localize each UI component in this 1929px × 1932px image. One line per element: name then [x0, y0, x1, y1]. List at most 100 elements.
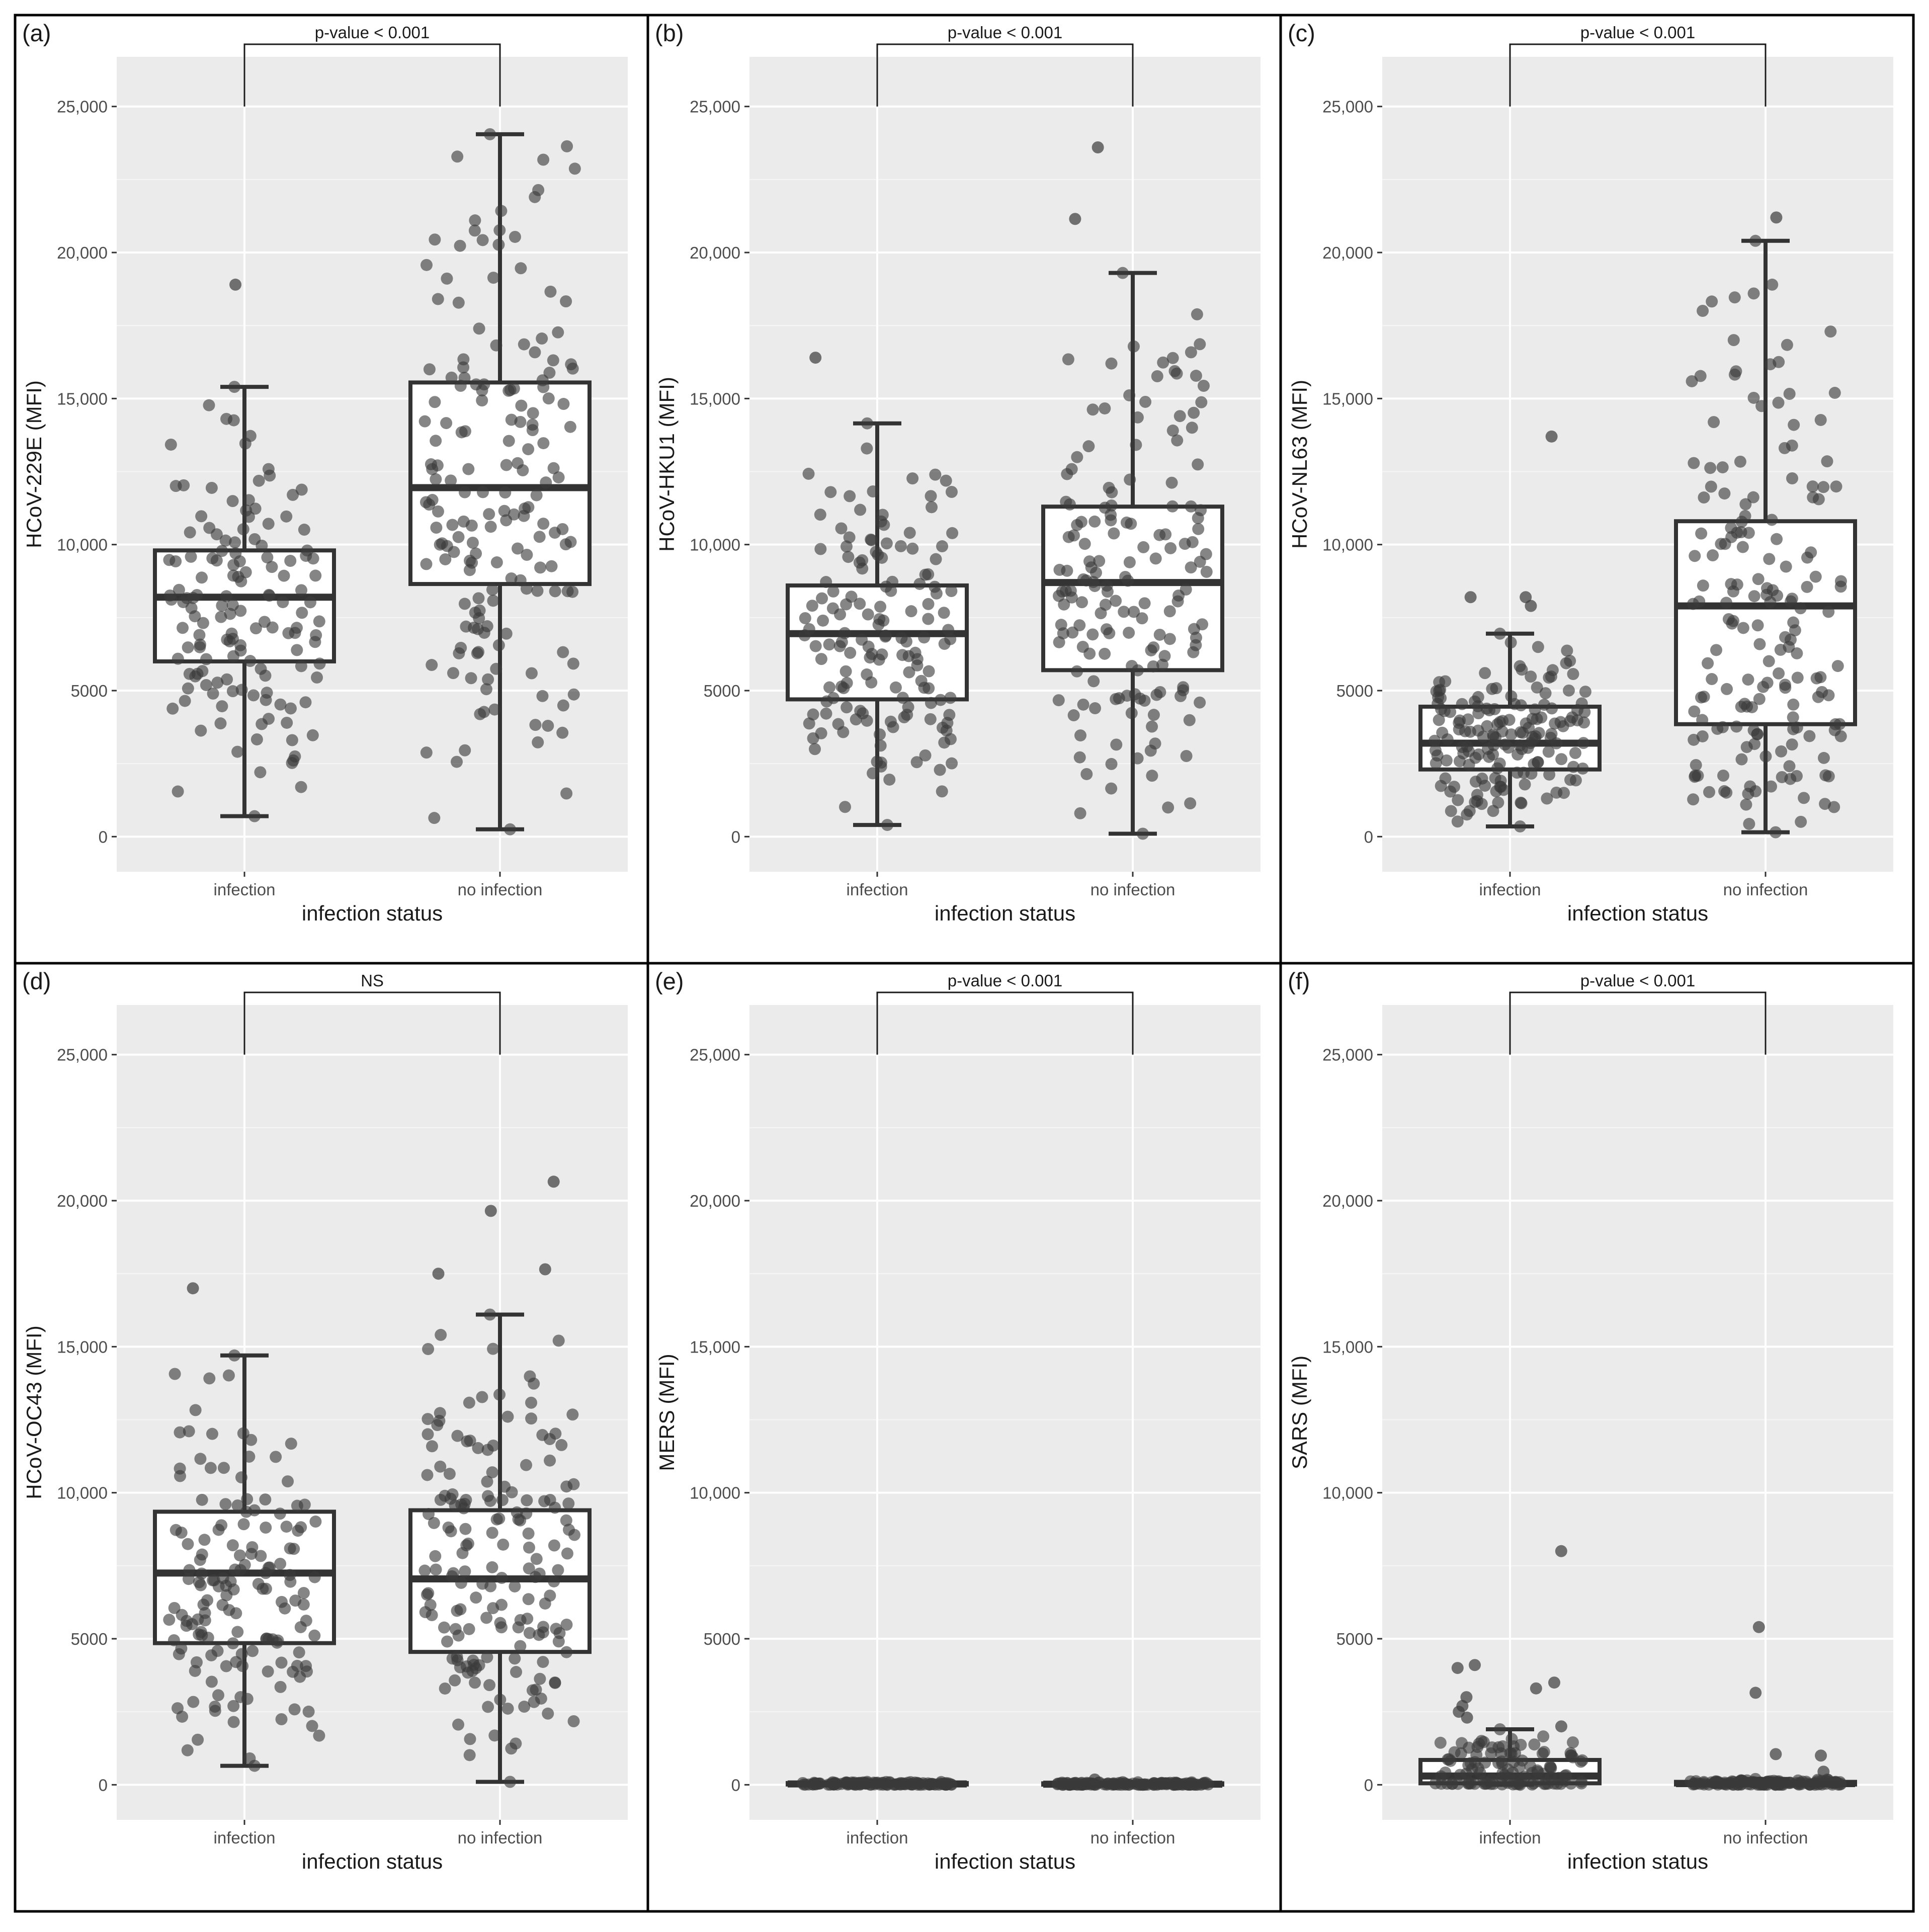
data-point	[562, 1524, 575, 1536]
data-point	[422, 1413, 434, 1425]
data-point	[169, 1368, 181, 1380]
data-point	[244, 655, 257, 667]
data-point	[424, 1599, 437, 1611]
data-point	[1200, 548, 1212, 560]
data-point	[472, 592, 485, 605]
data-point	[910, 756, 923, 769]
data-point	[1787, 616, 1800, 629]
data-point	[1725, 578, 1737, 591]
data-point	[261, 551, 274, 564]
data-point	[854, 598, 866, 610]
data-point	[906, 472, 919, 485]
points-no-infection	[418, 128, 581, 835]
data-point	[514, 1614, 527, 1626]
data-point	[530, 1553, 543, 1565]
data-point	[1434, 1736, 1447, 1749]
data-point	[289, 750, 301, 763]
data-point	[1153, 529, 1166, 541]
outlier-point	[1749, 1687, 1762, 1699]
data-point	[509, 1580, 521, 1592]
data-point	[1075, 596, 1088, 609]
data-point	[1735, 516, 1748, 528]
data-point	[1543, 768, 1556, 781]
data-point	[480, 683, 492, 696]
data-point	[454, 239, 466, 252]
data-point	[1749, 1773, 1762, 1785]
data-point	[1545, 1762, 1557, 1775]
data-point	[484, 1308, 496, 1321]
data-point	[1721, 683, 1733, 695]
data-point	[1192, 458, 1204, 471]
y-tick-label: 25,000	[57, 1046, 108, 1064]
data-point	[442, 1521, 455, 1534]
data-point	[290, 622, 303, 634]
data-point	[823, 681, 836, 694]
data-point	[293, 1646, 305, 1659]
data-point	[1736, 541, 1749, 553]
data-point	[1051, 1778, 1064, 1791]
points-no-infection	[418, 1175, 580, 1788]
y-tick-label: 20,000	[690, 1192, 740, 1210]
data-point	[447, 667, 459, 680]
data-point	[561, 140, 573, 152]
data-point	[883, 773, 896, 786]
data-point	[1707, 549, 1719, 562]
y-tick-label: 10,000	[1322, 536, 1373, 554]
data-point	[1696, 730, 1709, 742]
data-point	[1830, 480, 1842, 493]
x-tick-label: infection	[1479, 880, 1541, 899]
data-point	[1472, 1762, 1484, 1775]
data-point	[1120, 516, 1133, 529]
data-point	[459, 1523, 472, 1535]
data-point	[1716, 461, 1729, 474]
data-point	[861, 1776, 873, 1788]
data-point	[231, 1499, 244, 1512]
data-point	[1735, 701, 1747, 713]
data-point	[929, 580, 941, 593]
data-point	[1476, 772, 1488, 785]
data-point	[1831, 660, 1844, 673]
data-point	[1445, 805, 1457, 817]
data-point	[903, 666, 915, 679]
data-point	[470, 547, 482, 560]
y-tick-label: 20,000	[1322, 1192, 1373, 1210]
data-point	[1127, 340, 1140, 353]
data-point	[820, 576, 832, 589]
outlier-point	[1092, 141, 1104, 153]
data-point	[249, 622, 262, 635]
outlier-point	[1770, 211, 1783, 224]
data-point	[1740, 798, 1752, 811]
data-point	[464, 1435, 476, 1447]
data-point	[881, 819, 893, 831]
data-point	[297, 1598, 310, 1611]
data-point	[1716, 721, 1729, 733]
data-point	[487, 1342, 499, 1355]
data-point	[205, 1675, 218, 1688]
data-point	[1525, 768, 1538, 780]
data-point	[1705, 480, 1717, 493]
data-point	[545, 560, 558, 572]
data-point	[1567, 761, 1580, 773]
data-point	[894, 1778, 907, 1791]
data-point	[1194, 696, 1206, 709]
data-point	[552, 326, 564, 339]
data-point	[1462, 1759, 1475, 1772]
data-point	[484, 1580, 497, 1592]
x-axis-title: infection status	[1567, 1850, 1708, 1873]
data-point	[470, 1591, 482, 1604]
data-point	[1576, 762, 1589, 775]
data-point	[420, 558, 433, 570]
data-point	[1469, 796, 1481, 808]
data-point	[248, 1759, 261, 1772]
data-point	[1566, 1736, 1579, 1748]
data-point	[252, 1577, 265, 1590]
data-point	[548, 1539, 560, 1552]
data-point	[1692, 770, 1704, 782]
y-axis-title: HCoV-NL63 (MFI)	[1288, 380, 1311, 549]
data-point	[508, 382, 520, 395]
significance-bracket	[1509, 991, 1767, 1055]
data-point	[216, 545, 228, 557]
data-point	[1514, 660, 1526, 673]
data-point	[428, 812, 441, 824]
significance-bracket	[243, 43, 501, 107]
